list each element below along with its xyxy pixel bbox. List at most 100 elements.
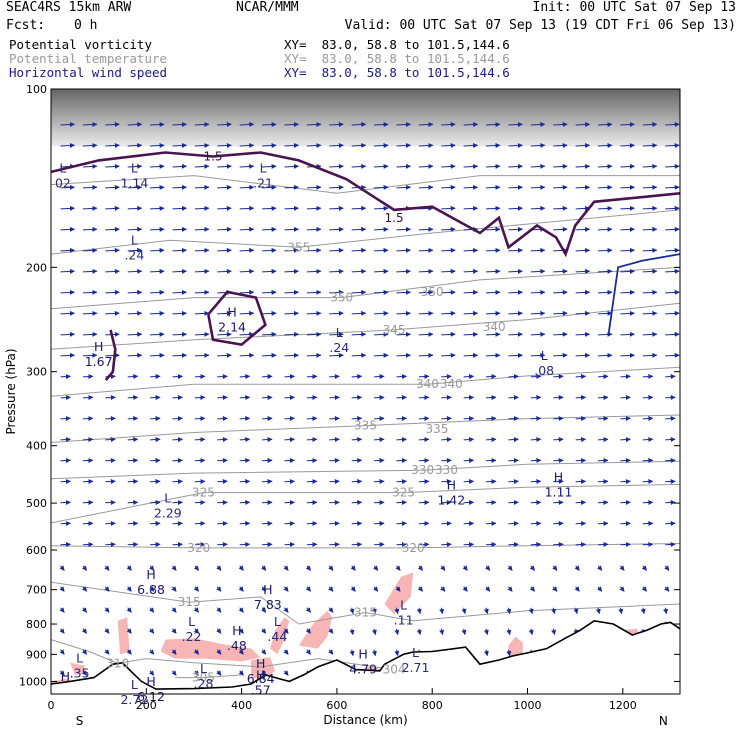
plot-frame [50,88,681,695]
wind-vector-122 [262,205,277,211]
wind-vector-202 [172,268,187,274]
extremum-type-label: H [146,567,155,582]
wind-vector-106 [530,184,546,190]
wind-vector-155 [374,226,389,232]
wind-vector-601 [328,565,334,571]
wind-vector-81 [598,163,613,169]
wind-vector-657 [328,607,334,613]
extremum-h-7: H1.67 [85,339,113,369]
wind-vector-104 [486,184,501,190]
wind-vector-107 [553,184,568,190]
wind-vector-110 [620,184,635,190]
wind-vector-404 [306,416,318,422]
wind-vector-61 [150,163,165,169]
wind-vector-612 [574,565,580,571]
theta-label-11: 330 [435,463,458,477]
theta-contour-7 [51,460,680,480]
legend-pv-name: Potential vorticity [9,37,152,52]
pv-label-2: 1.5 [385,211,404,225]
wind-vector-96 [306,184,322,190]
wind-vector-364 [665,374,676,380]
wind-vector-259 [194,310,210,316]
wind-vector-213 [418,268,434,274]
wind-vector-465 [418,458,430,464]
wind-vector-397 [150,416,161,422]
wind-vector-262 [262,310,277,316]
wind-vector-472 [575,458,587,464]
wind-vector-297 [418,331,434,337]
theta-label-12: 325 [192,486,215,500]
wind-vector-73 [418,163,434,169]
theta-label-6: 340 [416,377,439,391]
wind-vector-639 [552,586,558,592]
wind-vector-225 [60,289,75,295]
wind-vector-198 [82,268,98,274]
wind-vector-124 [306,205,322,211]
wind-vector-141 [60,226,75,232]
wind-vector-373 [239,395,251,401]
wind-vector-363 [642,374,654,380]
theta-label-9: 335 [426,422,449,436]
wind-vector-108 [575,184,591,190]
wind-vector-437 [418,437,430,443]
wind-vector-430 [262,437,273,443]
extremum-value-label: 1.67 [85,354,113,369]
wind-vector-274 [530,310,546,316]
wind-vector-701 [126,649,132,655]
wind-vector-607 [462,565,468,571]
wind-vector-441 [508,437,519,443]
wind-vector-460 [306,458,318,464]
wind-vector-236 [306,289,322,295]
wind-vector-170 [82,247,98,253]
wind-vector-694 [528,628,534,636]
wind-vector-443 [553,437,564,443]
wind-vector-604 [395,565,401,571]
wind-vector-240 [396,289,411,295]
wind-vector-137 [598,205,613,211]
wind-vector-25 [598,122,613,128]
wind-vector-615 [641,565,647,571]
pv-label-1: 1.5 [203,150,222,164]
pv-shade-region-11 [270,617,290,655]
wind-vector-40 [306,143,322,149]
wind-vector-651 [193,607,199,613]
extremum-value-label: 2.71 [402,660,430,675]
wind-vector-90 [172,184,187,190]
wind-vector-132 [486,205,501,211]
wind-vector-180 [306,247,322,253]
wind-vector-160 [486,226,501,232]
wind-vector-226 [82,289,98,295]
theta-contour-8 [51,483,680,524]
wind-vector-50 [530,143,546,149]
theta-contour-12 [174,674,242,679]
wind-vector-229 [150,289,165,295]
wind-vector-94 [262,184,277,190]
wind-vector-413 [508,416,519,422]
wind-vector-655 [283,607,289,613]
wind-vector-386 [530,395,542,401]
theta-label-4: 345 [383,323,406,337]
wind-vector-39 [284,143,299,149]
wind-vector-53 [598,143,613,149]
extremum-type-label: H [227,305,236,320]
wind-vector-439 [463,437,475,443]
extremum-value-label: 7.83 [254,597,282,612]
legend-pv-xy: XY= 83.0, 58.8 to 101.5,144.6 [284,37,510,52]
wind-vector-401 [239,416,251,422]
wind-vector-127 [374,205,389,211]
y-tick-label-300: 300 [26,366,47,379]
wind-vector-717 [506,649,512,657]
wind-vector-111 [642,184,658,190]
wind-vector-682 [261,628,267,634]
wind-vector-341 [150,374,161,380]
wind-vector-171 [105,247,120,253]
wind-vector-431 [284,437,295,443]
wind-vector-95 [284,184,299,190]
wind-vector-619 [104,586,110,592]
wind-vector-406 [351,416,363,422]
theta-label-2: 350 [330,291,353,305]
wind-vector-342 [172,374,183,380]
wind-vector-395 [105,416,116,422]
wind-vector-273 [508,310,523,316]
wind-vector-195 [642,247,658,253]
